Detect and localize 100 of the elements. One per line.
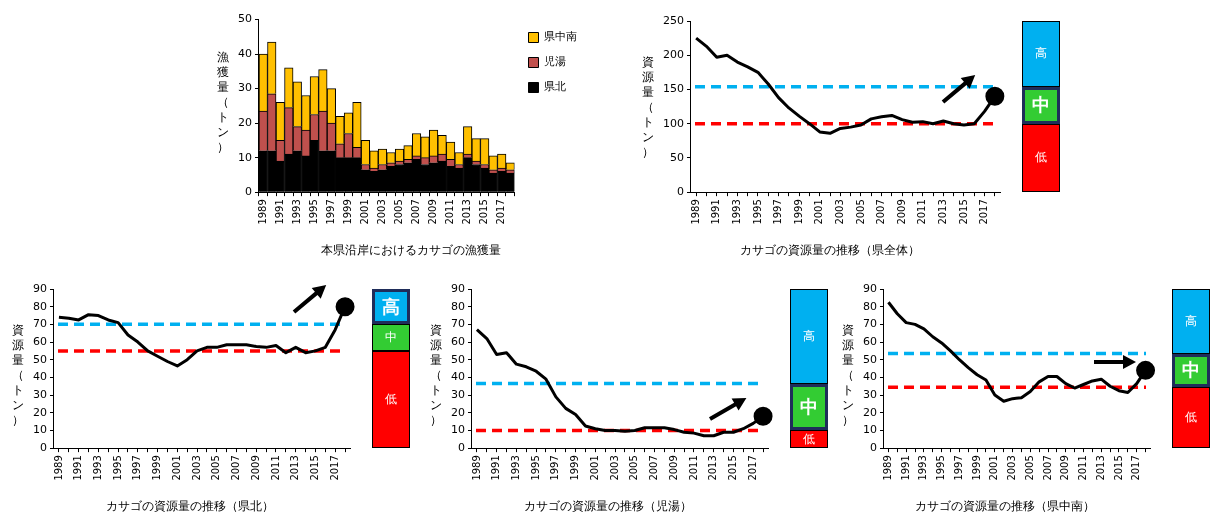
x-tick-label: 1997 [549, 455, 561, 481]
y-tick-label: 50 [863, 352, 877, 366]
level-gauge: 高 中 低 [1022, 21, 1060, 193]
y-tick-label: 0 [245, 185, 252, 199]
x-tick-label: 2013 [461, 199, 473, 225]
x-tick-label: 2003 [376, 199, 388, 225]
legend-label: 児湯 [544, 55, 566, 69]
x-tick-label: 2013 [1094, 455, 1106, 481]
y-tick-label: 90 [33, 281, 47, 295]
y-tick-label: 50 [670, 150, 684, 164]
x-tick-label: 1995 [529, 455, 541, 481]
y-tick-label: 90 [451, 281, 465, 295]
x-tick-label: 2007 [1041, 455, 1053, 481]
y-tick-label: 70 [451, 317, 465, 331]
y-tick-label: 10 [33, 423, 47, 437]
x-tick-label: 1995 [111, 455, 123, 481]
x-tick-label: 2003 [1006, 455, 1018, 481]
y-tick-label: 80 [451, 299, 465, 313]
y-axis-title: 資源量（トン） [641, 55, 655, 160]
y-tick-label: 70 [863, 317, 877, 331]
y-tick-label: 10 [451, 423, 465, 437]
y-tick-label: 100 [663, 116, 684, 130]
x-tick-label: 2017 [1130, 455, 1142, 481]
y-tick-label: 250 [663, 13, 684, 27]
x-tick-label: 1989 [256, 199, 268, 225]
y-tick-label: 70 [33, 317, 47, 331]
x-tick-label: 1997 [952, 455, 964, 481]
y-tick-label: 0 [40, 441, 47, 455]
x-tick-label: 2015 [727, 455, 739, 481]
x-tick-label: 2005 [854, 199, 866, 225]
x-tick-label: 2007 [410, 199, 422, 225]
x-tick-label: 1989 [52, 455, 64, 481]
x-tick-label: 2001 [813, 199, 825, 225]
y-tick-label: 30 [33, 387, 47, 401]
y-tick-label: 60 [33, 334, 47, 348]
y-tick-label: 200 [663, 48, 684, 62]
y-tick-label: 50 [33, 352, 47, 366]
x-tick-label: 1991 [710, 199, 722, 225]
x-tick-label: 1993 [730, 199, 742, 225]
x-tick-label: 1993 [290, 199, 302, 225]
y-tick-label: 60 [451, 334, 465, 348]
y-tick-label: 10 [863, 423, 877, 437]
x-tick-label: 2007 [230, 455, 242, 481]
x-tick-label: 2001 [170, 455, 182, 481]
x-tick-label: 1993 [91, 455, 103, 481]
x-tick-label: 1993 [509, 455, 521, 481]
y-tick-label: 40 [451, 370, 465, 384]
legend-label: 県中南 [544, 30, 577, 44]
x-tick-label: 2003 [833, 199, 845, 225]
x-tick-label: 1999 [792, 199, 804, 225]
y-tick-label: 30 [451, 387, 465, 401]
x-tick-label: 2003 [190, 455, 202, 481]
x-tick-label: 2003 [608, 455, 620, 481]
x-tick-label: 1989 [470, 455, 482, 481]
x-tick-label: 2001 [988, 455, 1000, 481]
x-tick-label: 1999 [970, 455, 982, 481]
x-tick-label: 2015 [478, 199, 490, 225]
y-tick-label: 150 [663, 82, 684, 96]
x-tick-label: 2015 [957, 199, 969, 225]
y-tick-label: 50 [238, 12, 252, 26]
y-tick-label: 20 [451, 405, 465, 419]
y-tick-label: 40 [33, 370, 47, 384]
y-axis-title: 資源量（トン） [11, 323, 25, 428]
x-tick-label: 1999 [342, 199, 354, 225]
x-tick-label: 2005 [1023, 455, 1035, 481]
y-tick-label: 80 [33, 299, 47, 313]
x-tick-label: 1995 [307, 199, 319, 225]
x-tick-label: 1993 [917, 455, 929, 481]
x-tick-label: 2017 [746, 455, 758, 481]
x-tick-label: 2009 [1059, 455, 1071, 481]
x-tick-label: 2005 [628, 455, 640, 481]
x-tick-label: 2015 [1112, 455, 1124, 481]
y-tick-label: 20 [33, 405, 47, 419]
x-tick-label: 2005 [393, 199, 405, 225]
x-tick-label: 2013 [936, 199, 948, 225]
y-axis-title: 資源量（トン） [429, 323, 443, 428]
text: カサゴの資源量の推移（県北） [106, 498, 274, 513]
x-tick-label: 2011 [687, 455, 699, 481]
text: 本県沿岸におけるカサゴの漁獲量 [321, 242, 501, 257]
y-tick-label: 10 [238, 150, 252, 164]
x-tick-label: 1989 [689, 199, 701, 225]
x-tick-label: 2009 [895, 199, 907, 225]
y-tick-label: 30 [238, 81, 252, 95]
x-tick-label: 2005 [210, 455, 222, 481]
x-tick-label: 1991 [72, 455, 84, 481]
x-tick-label: 1997 [324, 199, 336, 225]
y-tick-label: 50 [451, 352, 465, 366]
y-tick-label: 40 [863, 370, 877, 384]
x-tick-label: 1989 [882, 455, 894, 481]
x-tick-label: 2007 [875, 199, 887, 225]
x-tick-label: 2009 [249, 455, 261, 481]
y-tick-label: 0 [677, 185, 684, 199]
x-tick-label: 1999 [569, 455, 581, 481]
x-tick-label: 1999 [151, 455, 163, 481]
x-tick-label: 2017 [978, 199, 990, 225]
text: カサゴの資源量の推移（県全体） [740, 242, 920, 257]
y-tick-label: 40 [238, 46, 252, 60]
y-tick-label: 0 [458, 441, 465, 455]
y-tick-label: 0 [870, 441, 877, 455]
x-tick-label: 2015 [309, 455, 321, 481]
